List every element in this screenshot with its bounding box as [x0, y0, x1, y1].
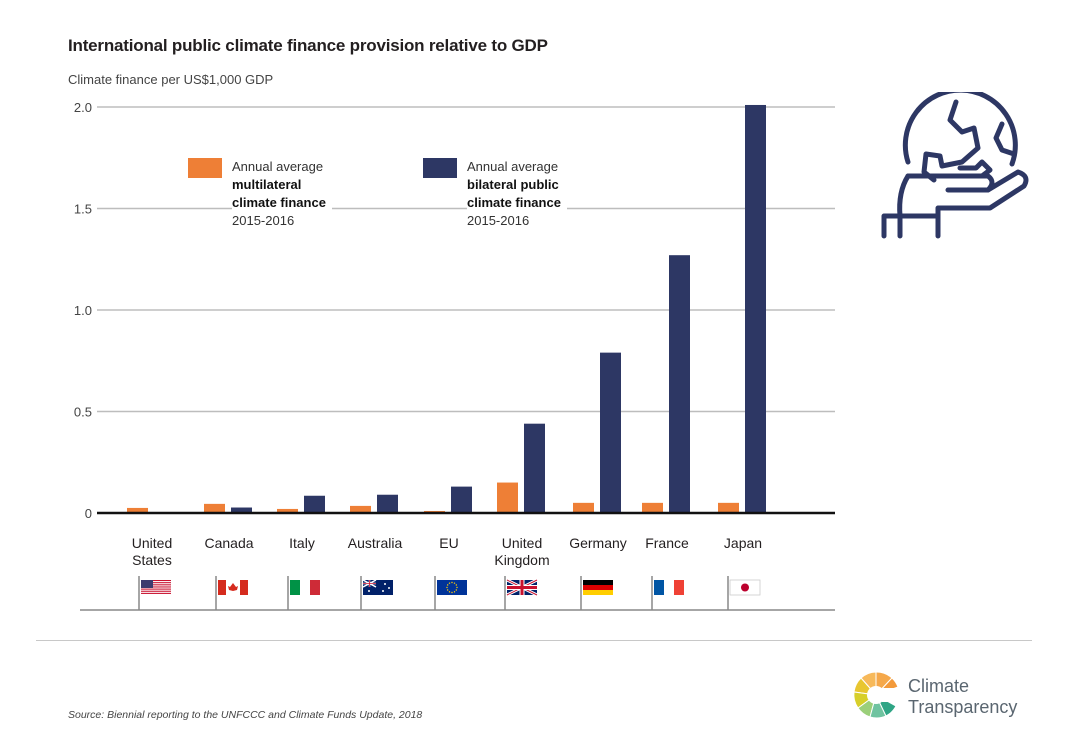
us-flag-canton: [141, 580, 153, 588]
bar-bilateral: [231, 507, 252, 513]
france-flag-red: [674, 580, 684, 595]
brand-name: Climate Transparency: [908, 676, 1017, 718]
legend-bilateral-line1: Annual average: [467, 159, 559, 174]
legend-swatch-bilateral: [423, 158, 457, 178]
legend-swatch-multilateral: [188, 158, 222, 178]
bar-multilateral: [127, 507, 148, 513]
x-tick-label: United: [132, 535, 172, 551]
climate-transparency-logo-icon: [853, 671, 900, 719]
bar-multilateral: [204, 503, 225, 513]
us-flag-stripe: [141, 586, 171, 588]
germany-flag-gold: [583, 590, 613, 595]
legend-multilateral: Annual average multilateral climate fina…: [232, 158, 332, 230]
x-tick-label: Australia: [348, 535, 403, 551]
france-flag-blue: [654, 580, 664, 595]
bar-bilateral: [600, 352, 621, 513]
australia-flag-star: [384, 583, 386, 585]
bar-bilateral: [377, 494, 398, 513]
y-tick-label: 1.0: [74, 303, 92, 318]
legend-bilateral: Annual average bilateral public climate …: [467, 158, 567, 230]
canada-flag-band: [218, 580, 226, 595]
x-tick-label: EU: [439, 535, 458, 551]
australia-flag-star: [388, 587, 390, 589]
bar-bilateral: [524, 423, 545, 513]
us-flag-stripe: [141, 580, 171, 582]
germany-flag-black: [583, 580, 613, 585]
x-tick-label: States: [132, 552, 172, 568]
eu-flag-star: [448, 582, 451, 584]
us-flag-stripe: [141, 592, 171, 594]
canada-flag-band: [240, 580, 248, 595]
bar-multilateral: [573, 502, 594, 513]
eu-flag-star: [451, 581, 453, 584]
legend-bilateral-bold2: climate finance: [467, 195, 561, 210]
bar-bilateral: [745, 104, 766, 513]
eu-flag-star: [455, 584, 458, 586]
eu-flag-star: [456, 586, 458, 589]
australia-flag-star: [382, 590, 384, 592]
uk-flag-cross-red: [507, 580, 537, 595]
x-tick-label: Kingdom: [494, 552, 549, 568]
chart-title: International public climate finance pro…: [68, 36, 548, 55]
eu-flag-field: [437, 580, 467, 595]
bar-multilateral: [642, 502, 663, 513]
germany-flag-red: [583, 585, 613, 590]
australia-flag-cross: [363, 580, 376, 587]
us-flag-stripe: [141, 582, 171, 584]
x-tick-label: Canada: [204, 535, 253, 551]
japan-flag-sun: [741, 583, 749, 592]
footer-divider: [36, 640, 1032, 641]
legend-multilateral-line1: Annual average: [232, 159, 324, 174]
bar-multilateral: [718, 502, 739, 513]
eu-flag-star: [446, 589, 449, 591]
globe-in-hand-icon: [881, 92, 1029, 239]
italy-flag-red: [310, 580, 320, 595]
legend-bilateral-bold1: bilateral public: [467, 177, 559, 192]
canada-flag-leaf: [228, 583, 238, 591]
bar-bilateral: [669, 255, 690, 513]
eu-flag-star: [446, 584, 449, 586]
eu-flag-star: [448, 591, 451, 593]
legend-multilateral-years: 2015-2016: [232, 213, 295, 228]
y-tick-label: 0.5: [74, 405, 92, 420]
brand-line1: Climate: [908, 676, 970, 696]
x-tick-label: Japan: [724, 535, 762, 551]
bar-multilateral: [497, 482, 518, 513]
legend-multilateral-bold2: climate finance: [232, 195, 326, 210]
us-flag-stripe: [141, 588, 171, 590]
eu-flag-star: [451, 591, 453, 594]
us-flag-stripe: [141, 584, 171, 586]
eu-flag-star: [446, 586, 448, 589]
y-tick-label: 1.5: [74, 202, 92, 217]
brand-line2: Transparency: [908, 697, 1018, 717]
bar-bilateral: [304, 495, 325, 513]
y-tick-label: 2.0: [74, 100, 92, 115]
eu-flag-star: [453, 591, 456, 593]
us-flag-stripe: [141, 590, 171, 592]
legend-multilateral-bold1: multilateral: [232, 177, 302, 192]
x-tick-label: France: [645, 535, 689, 551]
y-axis-label: Climate finance per US$1,000 GDP: [68, 72, 274, 87]
bar-multilateral: [277, 508, 298, 513]
source-note: Source: Biennial reporting to the UNFCCC…: [68, 709, 423, 721]
italy-flag-green: [290, 580, 300, 595]
australia-flag-star: [368, 590, 370, 592]
eu-flag-star: [455, 589, 458, 591]
bar-bilateral: [451, 486, 472, 513]
x-tick-label: United: [502, 535, 542, 551]
x-tick-label: Germany: [569, 535, 627, 551]
eu-flag-star: [453, 582, 456, 584]
bar-multilateral: [350, 505, 371, 513]
y-tick-label: 0: [85, 506, 92, 521]
x-tick-label: Italy: [289, 535, 315, 551]
legend-bilateral-years: 2015-2016: [467, 213, 530, 228]
